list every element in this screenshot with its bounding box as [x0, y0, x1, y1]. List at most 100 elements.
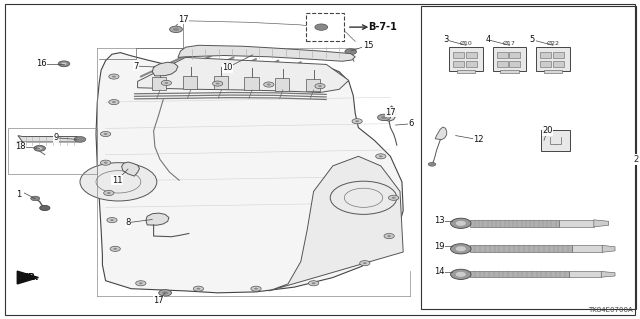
Circle shape: [428, 162, 436, 166]
Circle shape: [312, 282, 316, 284]
Circle shape: [80, 163, 157, 201]
Bar: [453, 61, 464, 67]
Bar: [509, 61, 520, 67]
Circle shape: [451, 218, 471, 228]
Bar: [540, 61, 551, 67]
Text: 9: 9: [54, 133, 59, 142]
Polygon shape: [602, 245, 615, 252]
Circle shape: [34, 145, 45, 151]
Circle shape: [100, 131, 111, 137]
Circle shape: [107, 192, 111, 194]
Circle shape: [451, 269, 471, 279]
Circle shape: [315, 24, 328, 30]
Circle shape: [104, 133, 108, 135]
Text: 2: 2: [633, 155, 638, 164]
Circle shape: [251, 286, 261, 291]
Bar: [453, 52, 464, 58]
Bar: [275, 78, 289, 91]
Text: 17: 17: [154, 296, 164, 305]
Text: 6: 6: [409, 119, 414, 128]
Bar: [306, 79, 320, 92]
Bar: [421, 6, 636, 309]
Circle shape: [31, 196, 40, 201]
Circle shape: [58, 61, 70, 67]
Circle shape: [352, 119, 362, 124]
Bar: [500, 70, 518, 73]
Text: 14: 14: [434, 267, 444, 276]
Circle shape: [315, 84, 325, 89]
Polygon shape: [269, 156, 403, 291]
Circle shape: [456, 272, 466, 277]
Text: 16: 16: [36, 59, 47, 68]
Circle shape: [196, 288, 200, 290]
Bar: [466, 61, 477, 67]
Circle shape: [109, 100, 119, 105]
Text: Ø10: Ø10: [460, 41, 472, 46]
Circle shape: [392, 197, 396, 199]
Bar: [509, 52, 520, 58]
Text: 20: 20: [542, 126, 552, 135]
Circle shape: [264, 82, 274, 87]
Bar: [214, 76, 228, 88]
Text: 4: 4: [486, 35, 491, 44]
Circle shape: [61, 63, 67, 65]
Circle shape: [173, 28, 179, 31]
Bar: [497, 61, 508, 67]
Text: 17: 17: [178, 15, 188, 24]
Bar: [183, 76, 197, 89]
Bar: [553, 52, 564, 58]
Text: 1: 1: [17, 190, 22, 199]
Text: FR.: FR.: [22, 273, 38, 282]
Bar: [544, 70, 562, 73]
FancyBboxPatch shape: [541, 130, 570, 151]
Circle shape: [37, 147, 42, 150]
Bar: [457, 70, 475, 73]
FancyBboxPatch shape: [536, 47, 570, 71]
Circle shape: [74, 137, 86, 142]
FancyBboxPatch shape: [449, 47, 483, 71]
Bar: [540, 52, 551, 58]
Text: 17: 17: [385, 108, 396, 117]
Circle shape: [363, 262, 367, 264]
Text: 10: 10: [222, 63, 232, 72]
Bar: [466, 52, 477, 58]
Text: 5: 5: [530, 35, 535, 44]
Polygon shape: [178, 45, 355, 61]
Polygon shape: [96, 53, 403, 293]
Circle shape: [318, 85, 322, 87]
Bar: [559, 220, 594, 227]
Circle shape: [112, 76, 116, 78]
Polygon shape: [152, 62, 178, 76]
Circle shape: [451, 244, 471, 254]
Circle shape: [345, 49, 356, 55]
Text: 19: 19: [434, 242, 444, 251]
Text: 12: 12: [474, 135, 484, 144]
Circle shape: [110, 246, 120, 251]
Circle shape: [162, 291, 168, 294]
Circle shape: [384, 234, 394, 239]
Circle shape: [267, 84, 271, 85]
Circle shape: [330, 181, 397, 214]
Circle shape: [104, 162, 108, 164]
Polygon shape: [138, 57, 349, 93]
Circle shape: [212, 81, 223, 86]
Text: 8: 8: [125, 218, 131, 227]
Circle shape: [159, 290, 172, 296]
Circle shape: [139, 282, 143, 284]
Circle shape: [164, 82, 168, 84]
Circle shape: [113, 248, 117, 250]
Circle shape: [112, 101, 116, 103]
Polygon shape: [122, 162, 140, 176]
Circle shape: [107, 218, 117, 223]
Circle shape: [136, 281, 146, 286]
Polygon shape: [384, 106, 396, 121]
Bar: [569, 271, 601, 277]
Text: 7: 7: [133, 62, 138, 70]
Circle shape: [110, 219, 114, 221]
Circle shape: [360, 261, 370, 266]
Circle shape: [109, 74, 119, 79]
Bar: [572, 245, 602, 252]
Circle shape: [100, 160, 111, 165]
Bar: [553, 61, 564, 67]
Text: Ø17: Ø17: [503, 41, 516, 46]
